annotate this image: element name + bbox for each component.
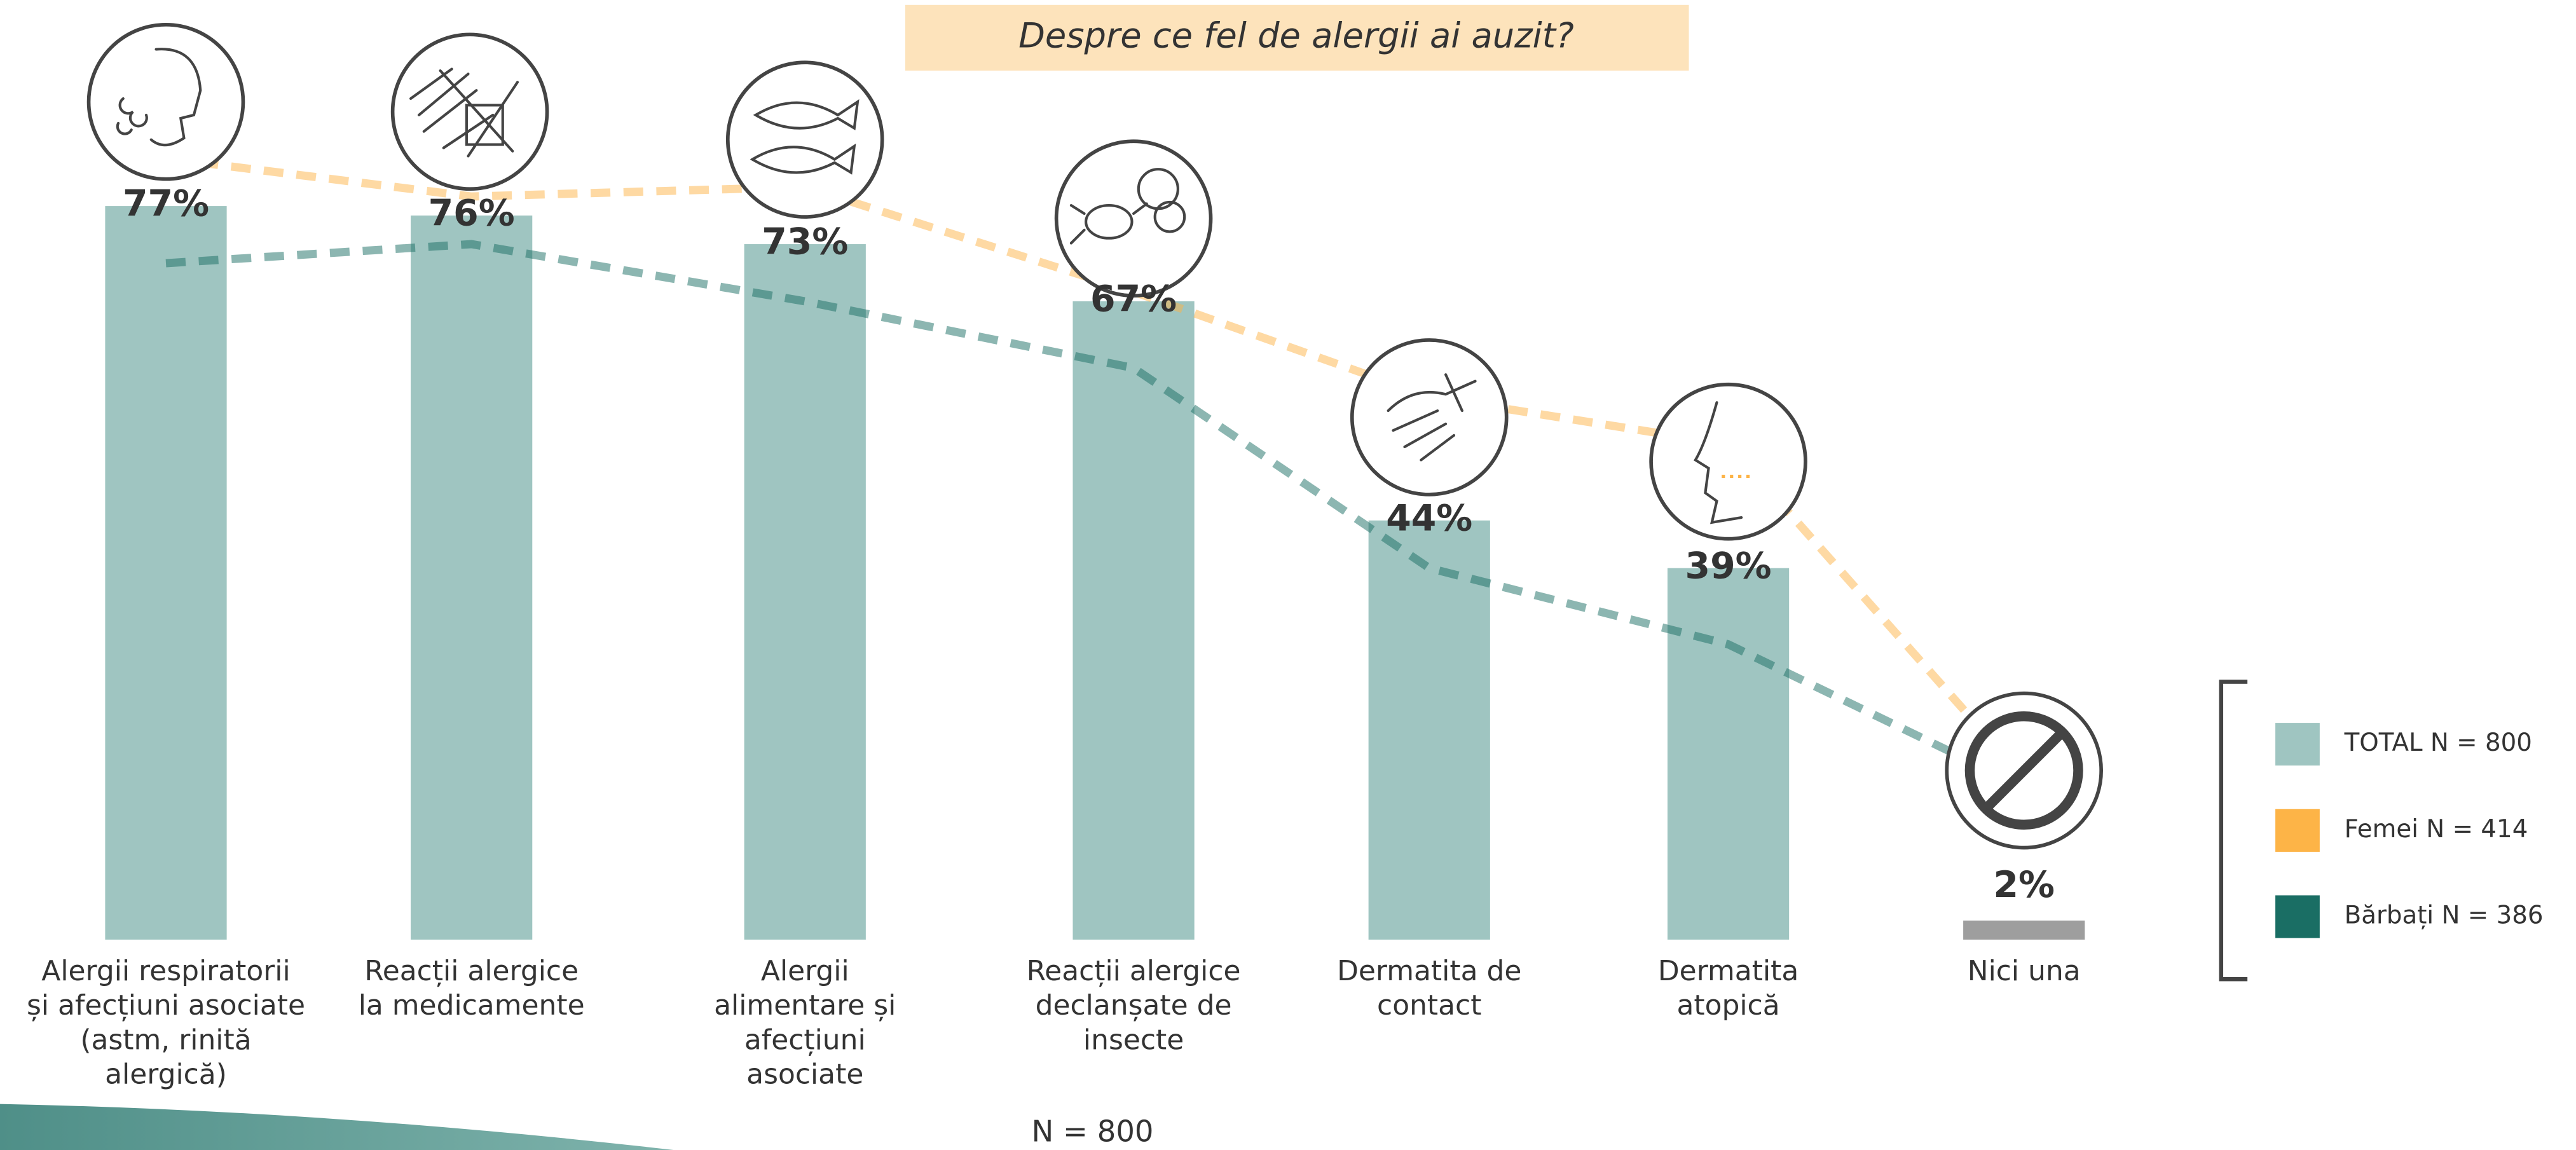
bar (105, 206, 226, 940)
chart-title: Despre ce fel de alergii ai auzit? (1018, 16, 1574, 56)
label-line: afecțiuni (744, 1023, 866, 1056)
legend-bracket (2221, 681, 2247, 979)
footnote: N = 800 (1031, 1114, 1153, 1149)
icon-none (1947, 694, 2101, 848)
label-line: contact (1377, 989, 1481, 1022)
value-label: 44% (1386, 497, 1472, 539)
label-line: alimentare și (714, 989, 896, 1022)
icon-respiratory (89, 25, 243, 179)
label-line: insecte (1083, 1023, 1184, 1056)
icon-atopic (1651, 385, 1805, 539)
label-line: alergică) (105, 1058, 227, 1091)
value-label: 73% (762, 221, 848, 263)
label-line: Reacții alergice (364, 955, 579, 987)
value-label: 76% (428, 193, 515, 235)
legend-label: TOTAL N = 800 (2344, 729, 2532, 757)
icon-fish (728, 62, 882, 217)
label-line: și afecțiuni asociate (27, 989, 305, 1022)
chart: Despre ce fel de alergii ai auzit? N = 8… (0, 0, 2576, 1150)
label-line: Dermatita (1658, 955, 1798, 987)
value-label: 39% (1685, 545, 1772, 587)
legend-swatch (2275, 723, 2320, 765)
label-line: Reacții alergice (1027, 955, 1241, 987)
legend: TOTAL N = 800 Femei N = 414 Bărbați N = 38… (2275, 723, 2543, 938)
legend-swatch (2275, 809, 2320, 852)
decor-swoosh (0, 1104, 674, 1150)
bar (1963, 921, 2085, 940)
value-label: 77% (123, 183, 209, 225)
bar (744, 244, 866, 940)
label-line: declanșate de (1036, 989, 1232, 1022)
icon-insects (1057, 141, 1211, 296)
bar (411, 216, 532, 940)
legend-label: Bărbați N = 386 (2345, 901, 2544, 930)
label-line: Alergii respiratorii (41, 955, 290, 987)
value-label: 67% (1090, 278, 1177, 320)
legend-swatch (2275, 895, 2320, 938)
label-line: asociate (746, 1058, 863, 1091)
icon-contact (1352, 340, 1507, 495)
label-line: la medicamente (359, 989, 585, 1022)
label-line: (astm, rinită (80, 1023, 251, 1056)
page: Despre ce fel de alergii ai auzit? N = 8… (0, 0, 2576, 1150)
label-line: atopică (1676, 989, 1779, 1022)
bar (1668, 568, 1789, 940)
x-tick-label: Nici una (1968, 955, 2081, 987)
bar (1369, 521, 1490, 940)
icon-medication (393, 34, 547, 189)
label-line: Dermatita de (1337, 955, 1521, 987)
value-label: 2% (1993, 864, 2055, 906)
legend-label: Femei N = 414 (2345, 815, 2528, 844)
label-line: Alergii (761, 955, 849, 987)
